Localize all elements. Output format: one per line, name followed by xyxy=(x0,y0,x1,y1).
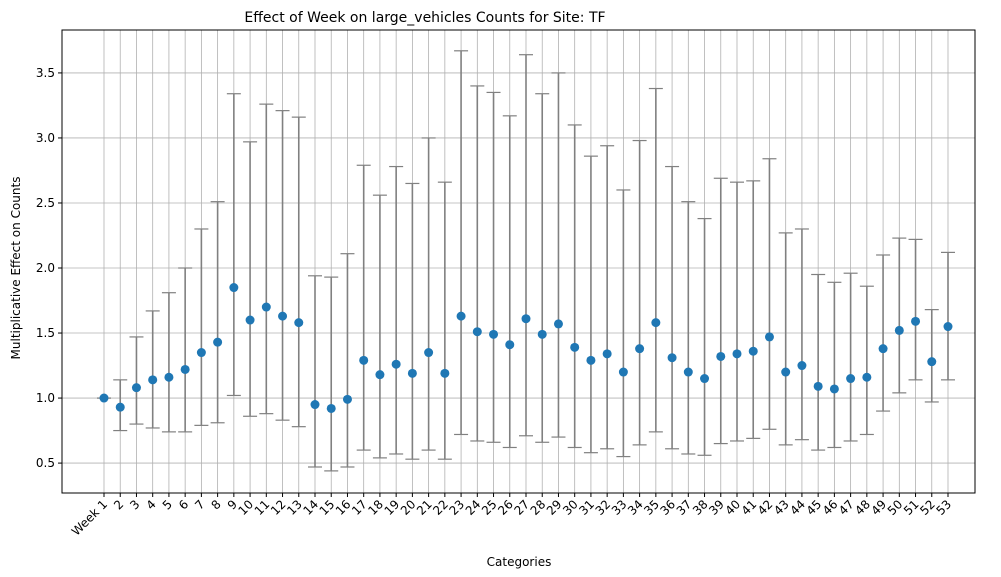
data-point xyxy=(521,314,531,324)
data-point xyxy=(943,322,953,332)
data-point xyxy=(618,367,628,377)
data-point xyxy=(862,372,872,382)
data-point xyxy=(375,370,385,380)
y-tick-label: 1.0 xyxy=(36,391,55,405)
data-point xyxy=(553,319,563,329)
data-point xyxy=(342,394,352,404)
data-point xyxy=(213,337,223,347)
data-point xyxy=(813,381,823,391)
data-point xyxy=(667,353,677,363)
data-point xyxy=(245,315,255,325)
data-point xyxy=(505,340,515,350)
data-point xyxy=(570,342,580,352)
data-point xyxy=(131,383,141,393)
data-point xyxy=(716,351,726,361)
data-point xyxy=(196,348,206,358)
x-axis-title: Categories xyxy=(487,555,552,569)
data-point xyxy=(359,355,369,365)
point-layer xyxy=(99,283,953,413)
errorbar-layer xyxy=(97,50,955,472)
data-point xyxy=(294,318,304,328)
data-point xyxy=(326,403,336,413)
y-tick-label: 2.0 xyxy=(36,261,55,275)
data-point xyxy=(440,368,450,378)
data-point xyxy=(180,364,190,374)
y-axis-title: Multiplicative Effect on Counts xyxy=(9,177,23,360)
data-point xyxy=(424,348,434,358)
chart-title: Effect of Week on large_vehicles Counts … xyxy=(244,10,605,26)
data-point xyxy=(261,302,271,312)
y-tick-label: 3.5 xyxy=(36,66,55,80)
data-point xyxy=(278,311,288,321)
data-point xyxy=(878,344,888,354)
y-tick-layer: 0.5 1.0 1.5 2.0 2.5 3.0 3.5 xyxy=(36,66,62,470)
y-tick-label: 3.0 xyxy=(36,131,55,145)
data-point xyxy=(764,332,774,342)
data-point xyxy=(148,375,158,385)
data-point xyxy=(229,283,239,293)
y-tick-label: 2.5 xyxy=(36,196,55,210)
data-point xyxy=(911,316,921,326)
data-point xyxy=(472,327,482,337)
y-tick-label: 1.5 xyxy=(36,326,55,340)
data-point xyxy=(586,355,596,365)
data-point xyxy=(829,384,839,394)
y-tick-label: 0.5 xyxy=(36,456,55,470)
data-point xyxy=(489,329,499,339)
data-point xyxy=(683,367,693,377)
data-point xyxy=(407,368,417,378)
data-point xyxy=(732,349,742,359)
plot-frame xyxy=(61,29,976,494)
data-point xyxy=(748,346,758,356)
data-point xyxy=(781,367,791,377)
data-point xyxy=(602,349,612,359)
data-point xyxy=(456,311,466,321)
data-point xyxy=(797,361,807,371)
data-point xyxy=(115,402,125,412)
data-point xyxy=(310,400,320,410)
data-point xyxy=(846,374,856,384)
data-point xyxy=(635,344,645,354)
data-point xyxy=(164,372,174,382)
data-point xyxy=(927,357,937,367)
data-point xyxy=(651,318,661,328)
data-point xyxy=(99,393,109,403)
data-point xyxy=(537,329,547,339)
data-point xyxy=(700,374,710,384)
data-point xyxy=(894,325,904,335)
data-point xyxy=(391,359,401,369)
